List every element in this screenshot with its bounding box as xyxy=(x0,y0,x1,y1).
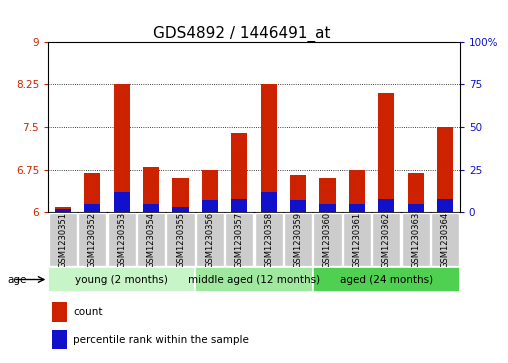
Bar xyxy=(261,192,277,212)
Bar xyxy=(290,175,306,212)
Text: age: age xyxy=(8,274,27,285)
Bar xyxy=(78,213,107,266)
Bar xyxy=(255,213,283,266)
Bar xyxy=(52,302,67,322)
Bar xyxy=(195,267,313,292)
Text: GSM1230354: GSM1230354 xyxy=(147,212,155,268)
Bar xyxy=(349,170,365,212)
Text: GSM1230360: GSM1230360 xyxy=(323,212,332,268)
Bar xyxy=(407,172,424,212)
Bar xyxy=(372,213,400,266)
Bar xyxy=(313,267,460,292)
Text: GSM1230353: GSM1230353 xyxy=(117,212,126,268)
Bar xyxy=(55,207,71,212)
Bar xyxy=(55,209,71,212)
Bar xyxy=(202,200,218,212)
Title: GDS4892 / 1446491_at: GDS4892 / 1446491_at xyxy=(153,25,330,42)
Bar xyxy=(320,178,336,212)
Text: middle aged (12 months): middle aged (12 months) xyxy=(188,274,320,285)
Bar xyxy=(437,199,453,212)
Bar xyxy=(172,178,188,212)
Bar xyxy=(431,213,459,266)
Bar xyxy=(137,213,165,266)
Bar xyxy=(84,172,101,212)
Bar xyxy=(108,213,136,266)
Text: GSM1230359: GSM1230359 xyxy=(294,212,303,268)
Bar xyxy=(231,199,247,212)
Bar xyxy=(320,204,336,212)
Text: percentile rank within the sample: percentile rank within the sample xyxy=(73,335,249,344)
Bar xyxy=(114,85,130,212)
Bar xyxy=(143,167,159,212)
Bar xyxy=(437,127,453,212)
Bar xyxy=(313,213,341,266)
Bar xyxy=(225,213,253,266)
Bar xyxy=(401,213,430,266)
Bar xyxy=(196,213,224,266)
Text: GSM1230357: GSM1230357 xyxy=(235,212,244,268)
Text: GSM1230363: GSM1230363 xyxy=(411,212,420,268)
Bar xyxy=(167,213,195,266)
Bar xyxy=(52,330,67,349)
Text: GSM1230364: GSM1230364 xyxy=(440,212,450,268)
Text: GSM1230355: GSM1230355 xyxy=(176,212,185,268)
Bar xyxy=(261,85,277,212)
Text: GSM1230361: GSM1230361 xyxy=(353,212,361,268)
Text: GSM1230351: GSM1230351 xyxy=(58,212,68,268)
Bar xyxy=(143,204,159,212)
Bar xyxy=(49,213,77,266)
Bar xyxy=(284,213,312,266)
Bar xyxy=(343,213,371,266)
Bar xyxy=(407,204,424,212)
Bar xyxy=(48,267,195,292)
Text: young (2 months): young (2 months) xyxy=(75,274,168,285)
Text: count: count xyxy=(73,307,103,317)
Bar xyxy=(378,93,394,212)
Text: GSM1230362: GSM1230362 xyxy=(382,212,391,268)
Text: GSM1230352: GSM1230352 xyxy=(88,212,97,268)
Text: GSM1230358: GSM1230358 xyxy=(264,212,273,268)
Text: aged (24 months): aged (24 months) xyxy=(340,274,433,285)
Bar xyxy=(202,170,218,212)
Bar xyxy=(114,192,130,212)
Bar xyxy=(290,200,306,212)
Bar xyxy=(378,199,394,212)
Bar xyxy=(172,207,188,212)
Bar xyxy=(231,133,247,212)
Bar xyxy=(84,204,101,212)
Bar xyxy=(349,204,365,212)
Text: GSM1230356: GSM1230356 xyxy=(205,212,214,268)
